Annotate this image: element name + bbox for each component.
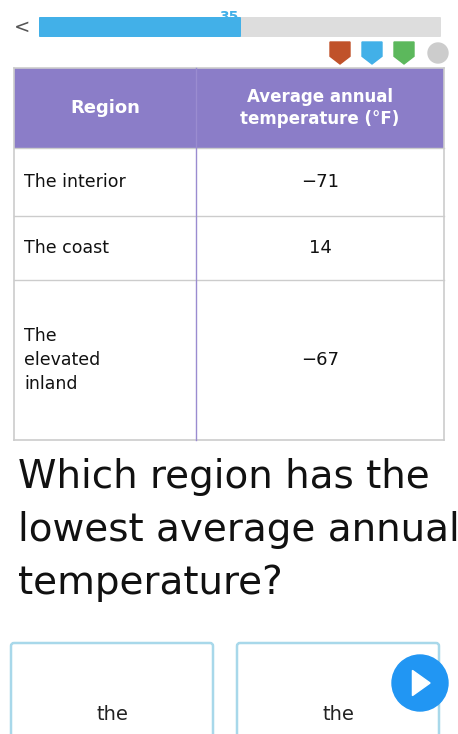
Polygon shape	[330, 42, 350, 64]
Text: temperature?: temperature?	[18, 564, 283, 603]
FancyBboxPatch shape	[39, 17, 241, 37]
Text: −71: −71	[301, 173, 339, 191]
Text: The
elevated
inland: The elevated inland	[24, 327, 100, 393]
Polygon shape	[413, 670, 430, 696]
FancyBboxPatch shape	[39, 17, 441, 37]
FancyBboxPatch shape	[11, 643, 213, 734]
Text: lowest average annual: lowest average annual	[18, 511, 458, 549]
FancyBboxPatch shape	[14, 148, 444, 440]
Text: the: the	[322, 705, 354, 724]
FancyBboxPatch shape	[237, 643, 439, 734]
Polygon shape	[394, 42, 414, 64]
Circle shape	[392, 655, 448, 711]
FancyBboxPatch shape	[14, 68, 444, 148]
Text: The coast: The coast	[24, 239, 109, 257]
Text: −67: −67	[301, 351, 339, 369]
Text: Region: Region	[70, 99, 140, 117]
Text: the: the	[96, 705, 128, 724]
Circle shape	[428, 43, 448, 63]
Text: Which region has the: Which region has the	[18, 458, 430, 496]
Polygon shape	[362, 42, 382, 64]
Text: 35: 35	[219, 10, 239, 24]
Text: Average annual
temperature (°F): Average annual temperature (°F)	[240, 88, 400, 128]
Text: <: <	[14, 18, 30, 37]
Text: The interior: The interior	[24, 173, 126, 191]
Text: 14: 14	[309, 239, 332, 257]
